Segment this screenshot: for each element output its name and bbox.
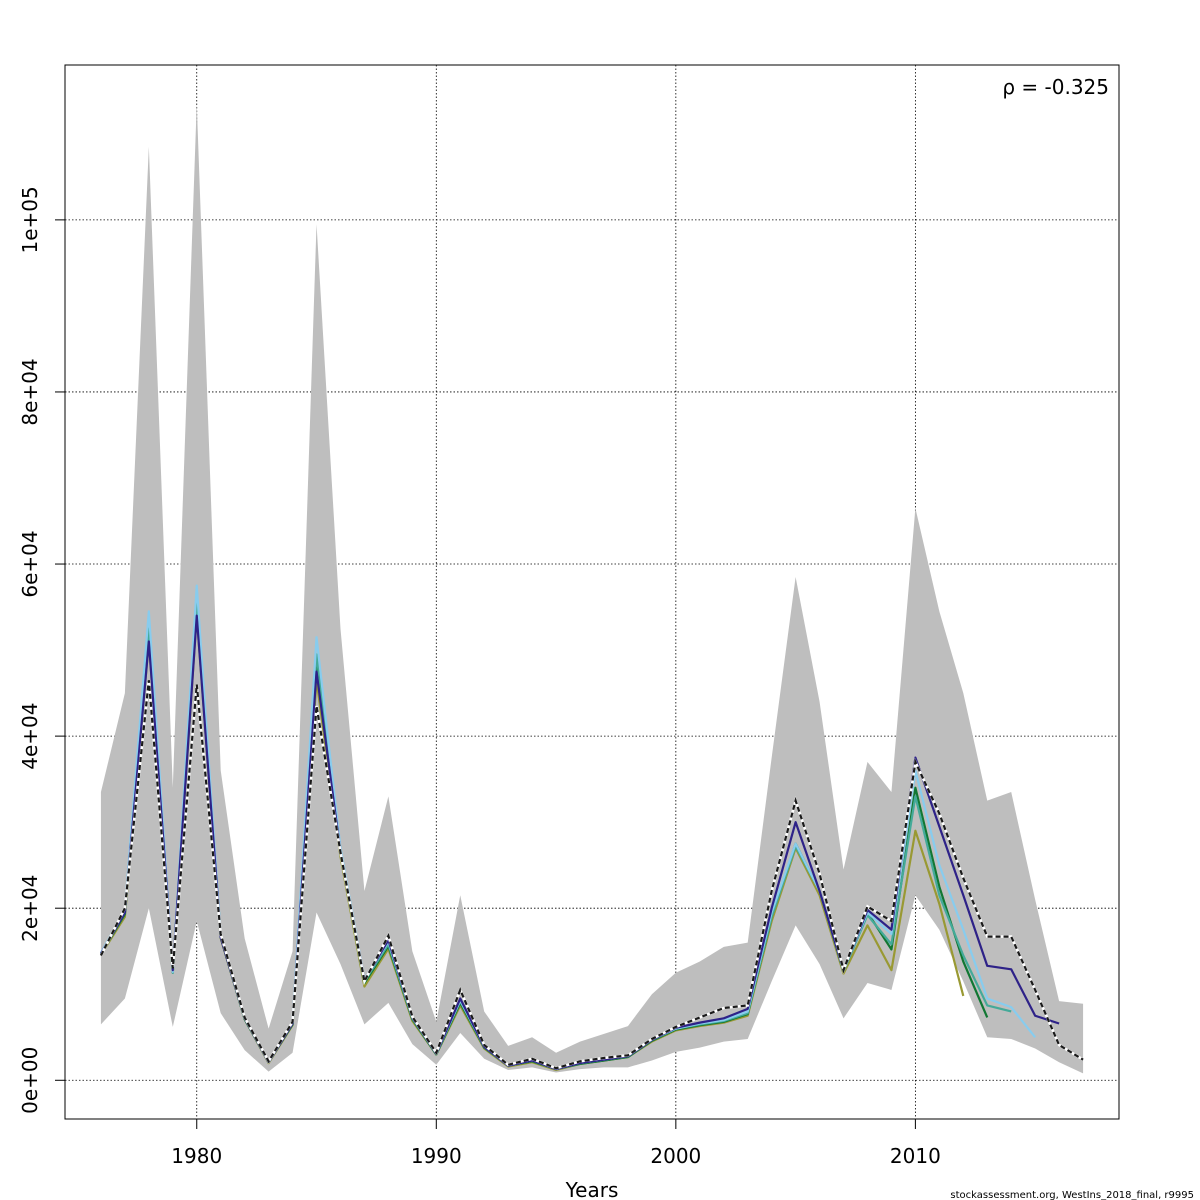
rho-annotation: ρ = -0.325	[1002, 75, 1109, 99]
x-axis: 1980 1990 2000 2010	[171, 1119, 941, 1168]
reference-series-line	[99, 680, 1084, 1070]
y-tick-label: 8e+04	[18, 358, 42, 425]
x-tick-label: 2010	[890, 1144, 941, 1168]
y-tick-label: 0e+00	[18, 1047, 42, 1114]
y-tick-label: 1e+05	[18, 186, 42, 253]
confidence-band-area	[100, 103, 1084, 1074]
footer-credit: stockassessment.org, WestIns_2018_final,…	[950, 1190, 1194, 1200]
y-tick-label: 4e+04	[18, 702, 42, 769]
plot-frame	[64, 64, 1120, 1120]
x-tick-label: 1990	[411, 1144, 462, 1168]
y-tick-label: 2e+04	[18, 875, 42, 942]
x-tick-label: 1980	[171, 1144, 222, 1168]
series-group	[99, 584, 1084, 1072]
x-tick-label: 2000	[650, 1144, 701, 1168]
y-tick-label: 6e+04	[18, 530, 42, 597]
x-axis-title: Years	[565, 1178, 619, 1200]
confidence-band	[100, 103, 1084, 1074]
y-axis: 0e+00 2e+04 4e+04 6e+04 8e+04 1e+05	[18, 186, 65, 1114]
